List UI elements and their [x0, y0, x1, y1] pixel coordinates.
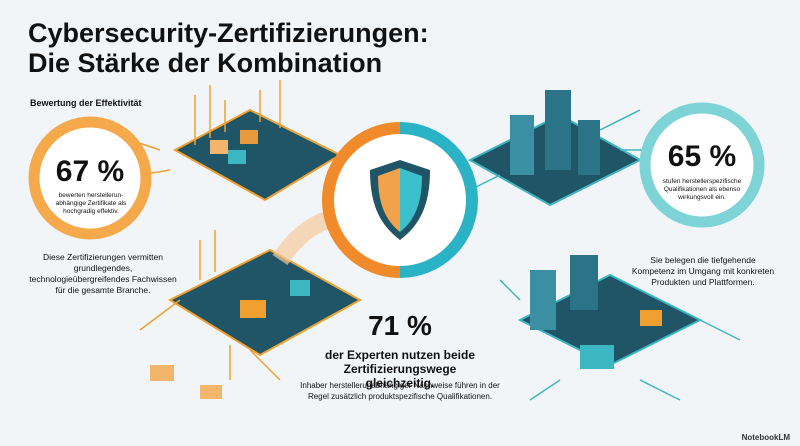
ring-half: [322, 122, 401, 278]
stat-description: Sie belegen die tiefgehende Kompetenz im…: [631, 255, 775, 287]
server-tower: [545, 90, 571, 170]
chip: [210, 140, 228, 154]
stat-description: Inhaber herstellerunabhängiger Nachweise…: [300, 381, 500, 401]
stat-value: 71 %: [368, 310, 432, 341]
title: Cybersecurity-Zertifizierungen: Die Stär…: [28, 18, 429, 78]
ring: [639, 102, 765, 228]
title-line: Die Stärke der Kombination: [28, 48, 383, 78]
shield-half: [400, 168, 422, 232]
chip: [150, 365, 174, 381]
stat-caption: stufen herstellerspezifische Qualifikati…: [662, 178, 742, 201]
server-tower: [578, 120, 600, 175]
stat-value: 67 %: [55, 155, 125, 188]
chip: [240, 130, 258, 144]
ring-half: [399, 122, 478, 278]
chip: [200, 385, 222, 399]
chip: [240, 300, 266, 318]
chip: [640, 310, 662, 326]
chip: [580, 345, 614, 369]
title-line: Cybersecurity-Zertifizierungen:: [28, 18, 429, 48]
section-label: Bewertung der Effektivität: [30, 98, 142, 108]
circuit-lines: [499, 279, 741, 401]
chip: [228, 150, 246, 164]
shield-half: [378, 168, 400, 232]
stat-description: Diese Zertifizierungen vermitten grundle…: [29, 252, 177, 295]
circuit-lines: [139, 230, 281, 381]
server-tower: [510, 115, 534, 175]
server-tower: [570, 255, 598, 310]
ring: [28, 116, 152, 240]
circuit-board: [172, 108, 343, 202]
stat-caption: der Experten nutzen beide Zertifizierung…: [324, 348, 476, 390]
chip: [290, 280, 310, 296]
footer-logo: NotebookLM: [741, 433, 790, 442]
stat-caption: bewerten herstellerun-abhängige Zertifik…: [55, 192, 127, 215]
server-tower: [530, 270, 556, 330]
stat-value: 65 %: [667, 140, 737, 173]
